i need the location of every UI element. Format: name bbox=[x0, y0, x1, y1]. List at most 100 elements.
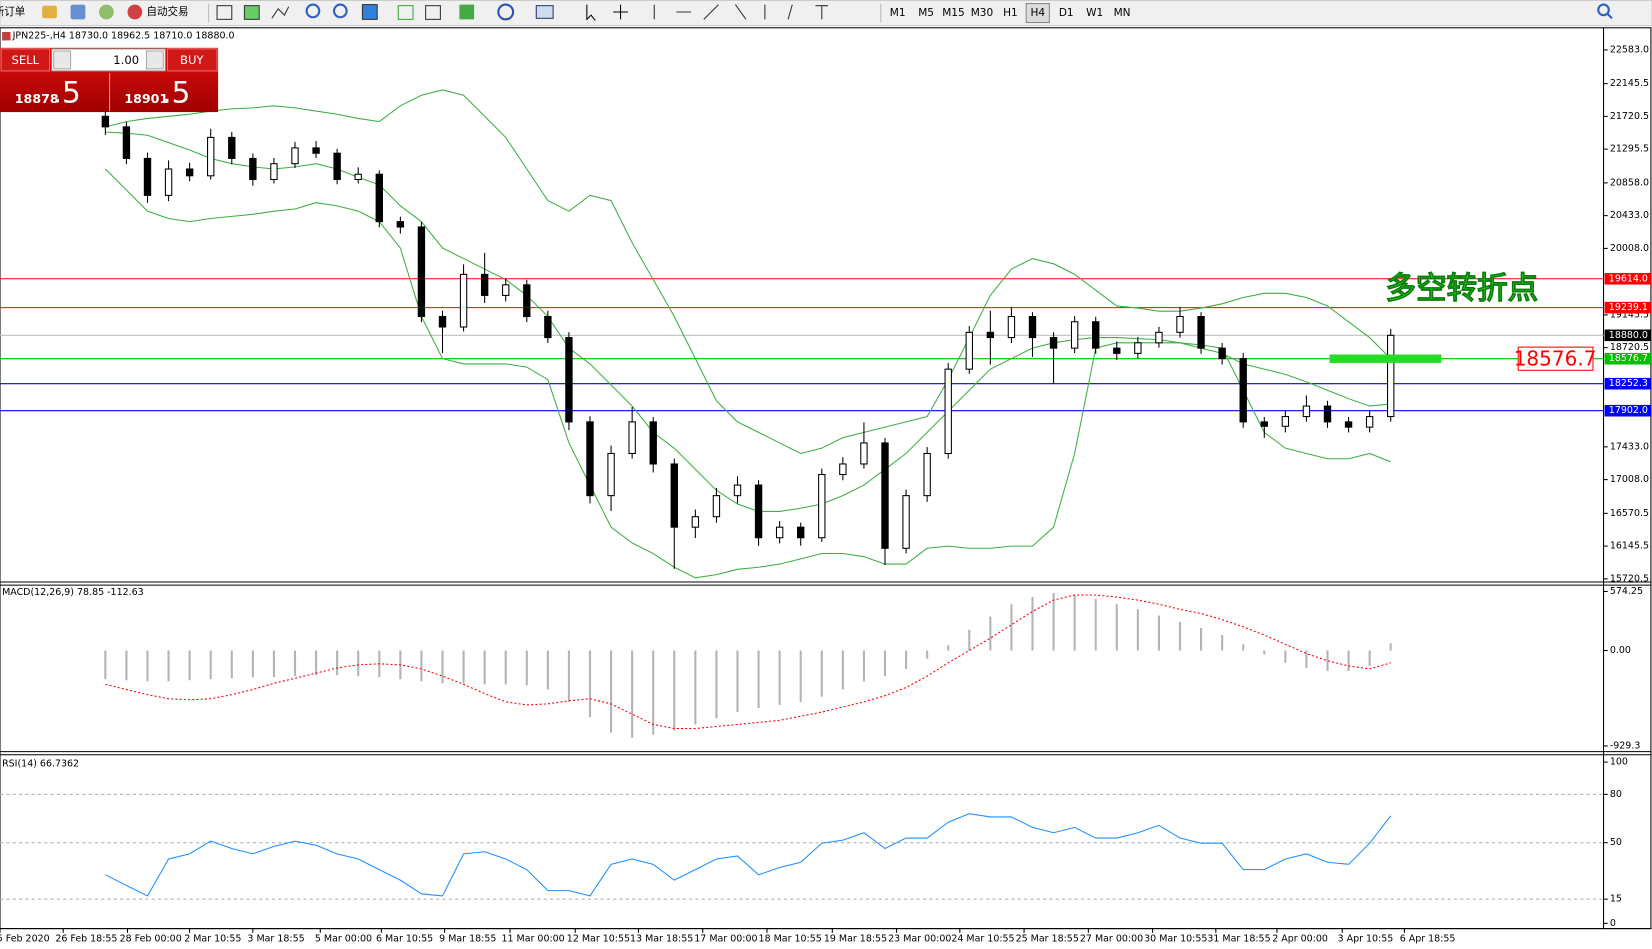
lots-input[interactable] bbox=[51, 48, 166, 72]
candle-body bbox=[1155, 331, 1163, 344]
macd-histogram-bar bbox=[778, 650, 781, 705]
candle-body bbox=[291, 147, 299, 165]
macd-histogram-bar bbox=[1389, 643, 1392, 651]
y-tick-label: 16570.5 bbox=[1610, 508, 1649, 519]
crosshair-icon[interactable] bbox=[613, 4, 628, 20]
x-tick-label: 27 Mar 00:00 bbox=[1080, 934, 1143, 945]
drawing-tools[interactable] bbox=[653, 4, 829, 20]
timeframe-button[interactable]: H1 bbox=[1003, 7, 1018, 19]
bollinger-upper bbox=[105, 89, 1392, 455]
macd-histogram-bar bbox=[462, 650, 465, 684]
level-price-box bbox=[1604, 272, 1651, 285]
candle-body bbox=[733, 484, 742, 497]
buy-button[interactable] bbox=[166, 48, 218, 72]
candle-body bbox=[1028, 315, 1037, 339]
x-tick-label: 17 Mar 00:00 bbox=[694, 934, 757, 945]
timeframe-button[interactable]: W1 bbox=[1086, 7, 1103, 19]
timeframe-button[interactable]: M5 bbox=[918, 7, 934, 19]
sell-button[interactable] bbox=[0, 48, 51, 72]
y-tick-label: 0 bbox=[1610, 918, 1616, 929]
buy-price[interactable]: 18901 bbox=[124, 91, 168, 106]
macd-histogram-bar bbox=[757, 650, 760, 709]
zoom-in-icon[interactable] bbox=[305, 3, 321, 19]
icon[interactable] bbox=[497, 3, 515, 21]
candle-body bbox=[649, 421, 657, 465]
level-price-box bbox=[1604, 301, 1651, 314]
candle-body bbox=[185, 168, 194, 177]
timeframe-button[interactable]: D1 bbox=[1059, 7, 1074, 19]
lots-increase[interactable] bbox=[145, 50, 164, 70]
candle-body bbox=[1302, 405, 1311, 418]
timeframe-button[interactable]: M1 bbox=[890, 7, 906, 19]
icon[interactable] bbox=[99, 4, 114, 20]
macd-histogram-bar bbox=[905, 650, 908, 669]
x-tick-label: 23 Mar 00:00 bbox=[888, 934, 951, 945]
y-tick-label: 50 bbox=[1610, 837, 1622, 848]
candle-body bbox=[691, 516, 700, 528]
candle-body bbox=[375, 173, 383, 223]
candle-body bbox=[670, 463, 678, 528]
icon[interactable] bbox=[271, 6, 290, 19]
zoom-out-icon[interactable] bbox=[332, 3, 348, 19]
x-tick-label: 9 Mar 18:55 bbox=[439, 934, 496, 945]
macd-histogram-bar bbox=[862, 650, 865, 682]
candle-body bbox=[354, 173, 362, 181]
timeframe-button[interactable]: MN bbox=[1114, 7, 1131, 19]
buy-label[interactable]: BUY bbox=[180, 53, 204, 67]
buy-price-fraction[interactable]: .5 bbox=[162, 76, 190, 110]
search-icon[interactable] bbox=[1597, 3, 1610, 17]
y-tick-label: 20008.0 bbox=[1610, 243, 1649, 254]
icon[interactable] bbox=[42, 5, 57, 19]
candle-body bbox=[122, 126, 131, 159]
y-tick-label: 15720.5 bbox=[1610, 573, 1649, 584]
macd-histogram-bar bbox=[588, 650, 592, 718]
icon[interactable] bbox=[397, 5, 414, 20]
macd-histogram-bar bbox=[1010, 604, 1013, 651]
level-price-box bbox=[1604, 404, 1651, 417]
auto-trade-icon[interactable] bbox=[127, 4, 143, 20]
candle-body bbox=[101, 115, 110, 128]
icon[interactable] bbox=[535, 5, 554, 19]
macd-histogram-bar bbox=[1284, 650, 1287, 663]
toolbar: 新订单 自动交易 M1 M5 M15 M30 H1 H4 D1 W1 MN bbox=[0, 0, 1652, 27]
x-tick-label: 30 Mar 10:55 bbox=[1144, 934, 1207, 945]
annotation-price-label: 18576.7 bbox=[1514, 346, 1597, 370]
timeframes: M1 M5 M15 M30 H1 H4 D1 W1 MN bbox=[890, 3, 1131, 24]
timeframe-button[interactable]: M15 bbox=[942, 7, 964, 19]
candle-body bbox=[944, 368, 952, 455]
lots-decrease[interactable] bbox=[53, 50, 72, 70]
icon[interactable] bbox=[425, 5, 441, 20]
icon[interactable] bbox=[70, 4, 86, 20]
candle-body bbox=[607, 452, 615, 497]
candle-body bbox=[1344, 421, 1353, 428]
macd-histogram-bar bbox=[989, 616, 992, 651]
sell-price[interactable]: 18878 bbox=[15, 91, 59, 106]
level-price-box bbox=[1604, 352, 1651, 365]
search-icon[interactable] bbox=[1607, 13, 1613, 20]
candle-body bbox=[628, 421, 636, 455]
icon[interactable] bbox=[216, 5, 233, 20]
icon[interactable] bbox=[459, 4, 475, 20]
auto-trade-button[interactable]: 自动交易 bbox=[146, 5, 188, 18]
active-timeframe[interactable] bbox=[1025, 3, 1050, 24]
candle-body bbox=[1218, 347, 1226, 360]
candle-body bbox=[986, 331, 995, 339]
new-order-button[interactable]: 新订单 bbox=[0, 5, 25, 18]
macd-histogram-bar bbox=[1094, 599, 1097, 651]
icon[interactable] bbox=[361, 4, 378, 20]
candle-body bbox=[480, 273, 489, 296]
lots-value[interactable]: 1.00 bbox=[113, 53, 139, 67]
macd-histogram-bar bbox=[968, 629, 971, 651]
macd-histogram-bar bbox=[546, 650, 549, 690]
x-tick-label: 19 Mar 18:55 bbox=[824, 934, 887, 945]
timeframe-button[interactable]: M30 bbox=[971, 7, 993, 19]
macd-histogram-bar bbox=[209, 650, 212, 680]
candle-body bbox=[1176, 315, 1184, 333]
level-price-label: 18252.3 bbox=[1609, 378, 1648, 389]
sell-label[interactable]: SELL bbox=[11, 53, 39, 67]
cursor-icon[interactable] bbox=[586, 4, 596, 21]
timeframe-button[interactable]: H4 bbox=[1030, 7, 1045, 19]
candle-body bbox=[1281, 416, 1290, 427]
icon[interactable] bbox=[243, 5, 260, 20]
sell-price-fraction[interactable]: .5 bbox=[53, 76, 81, 110]
